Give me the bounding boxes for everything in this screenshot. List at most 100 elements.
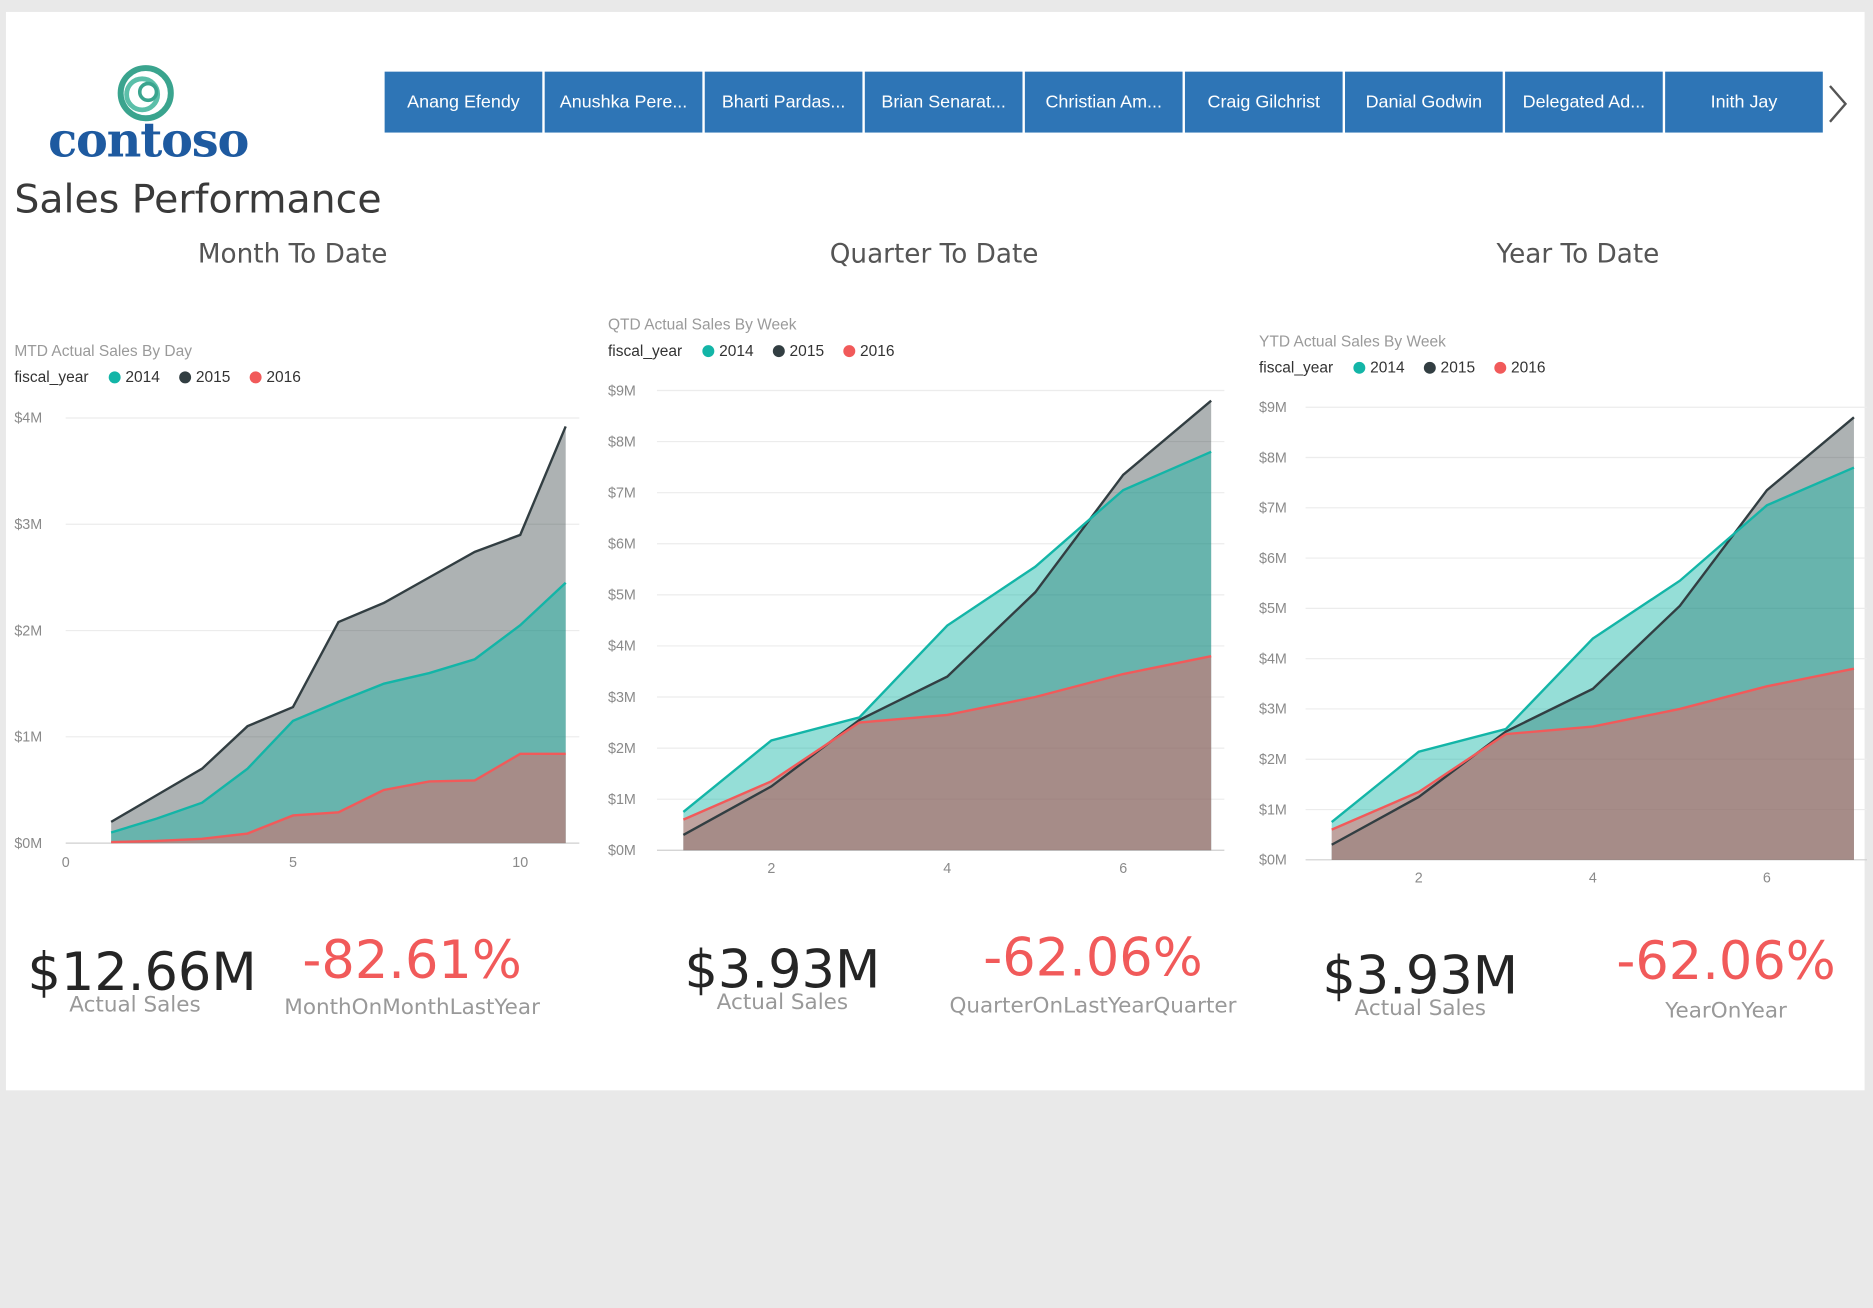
- section-title-ytd: Year To Date: [1496, 240, 1660, 270]
- legend-label-2016[interactable]: 2016: [860, 343, 895, 360]
- y-tick-label: $1M: [14, 730, 42, 746]
- chart-title: QTD Actual Sales By Week: [608, 317, 797, 334]
- y-tick-label: $1M: [608, 792, 636, 808]
- line-2015: [1331, 416, 1855, 846]
- qtd-change-value: -62.06%: [983, 927, 1203, 989]
- y-tick-label: $4M: [608, 639, 636, 655]
- legend-label-2016[interactable]: 2016: [1511, 360, 1546, 377]
- legend-title: fiscal_year: [1259, 360, 1333, 377]
- legend-marker-2016: [1494, 361, 1507, 374]
- x-tick-label: 4: [1589, 871, 1597, 887]
- qtd-actual-sales-label: Actual Sales: [716, 989, 849, 1016]
- legend-label-2015[interactable]: 2015: [196, 369, 231, 386]
- y-tick-label: $2M: [608, 741, 636, 757]
- ytd-actual-sales-value: $3.93M: [1322, 945, 1519, 1007]
- logo-wordmark: contoso: [48, 112, 249, 169]
- legend-marker-2014: [108, 371, 121, 384]
- contoso-logo: contoso: [45, 55, 250, 174]
- tab-bharti-pardas[interactable]: Bharti Pardas...: [704, 71, 863, 133]
- y-tick-label: $2M: [14, 623, 42, 639]
- area-2015: [1331, 417, 1854, 860]
- y-tick-label: $2M: [1259, 752, 1287, 768]
- area-2015: [683, 400, 1212, 851]
- line-2015: [110, 426, 567, 823]
- section-title-mtd: Month To Date: [197, 240, 388, 270]
- legend-marker-2015: [772, 345, 785, 358]
- qtd-sales-area-chart: $0M $1M $2M $3M $4M $5M $6M $7M $8M $9M 2 4 6 QTD Act…: [608, 317, 1225, 877]
- legend-marker-2015: [1423, 361, 1436, 374]
- tab-anushka-pere[interactable]: Anushka Pere...: [544, 71, 703, 133]
- mtd-change-label: MonthOnMonthLastYear: [284, 994, 540, 1020]
- y-tick-label: $7M: [608, 485, 636, 501]
- legend-marker-2014: [1353, 361, 1366, 374]
- line-2014: [110, 581, 567, 834]
- y-tick-label: $4M: [14, 411, 42, 427]
- legend-label-2014[interactable]: 2014: [719, 343, 754, 360]
- y-tick-label: $5M: [1259, 601, 1287, 617]
- x-tick-label: 5: [289, 855, 297, 871]
- tab-christian-am[interactable]: Christian Am...: [1024, 71, 1183, 133]
- legend-title: fiscal_year: [14, 369, 88, 386]
- legend-label-2014[interactable]: 2014: [1370, 360, 1405, 377]
- tab-anang-efendy[interactable]: Anang Efendy: [384, 71, 543, 133]
- ytd-actual-sales-label: Actual Sales: [1354, 995, 1486, 1022]
- ytd-sales-area-chart: $0M $1M $2M $3M $4M $5M $6M $7M $8M $9M 2 4 6 YTD Act…: [1259, 333, 1868, 887]
- section-title-qtd: Quarter To Date: [829, 240, 1039, 270]
- logo-rings-icon: [117, 65, 174, 122]
- report-page: contoso Anang Efendy Anushka Pere... Bhart…: [5, 11, 1868, 1091]
- mtd-actual-sales-value: $12.66M: [27, 942, 257, 1004]
- legend-label-2016[interactable]: 2016: [266, 369, 301, 386]
- tab-inith-jay[interactable]: Inith Jay: [1665, 71, 1823, 133]
- legend-marker-2016: [843, 345, 856, 358]
- x-tick-label: 2: [1415, 871, 1423, 887]
- legend-label-2014[interactable]: 2014: [125, 369, 160, 386]
- y-tick-label: $8M: [608, 434, 636, 450]
- y-tick-label: $6M: [608, 537, 636, 553]
- area-2016: [111, 753, 566, 844]
- y-tick-label: $8M: [1259, 450, 1287, 466]
- y-tick-label: $1M: [1259, 802, 1287, 818]
- legend-label-2015[interactable]: 2015: [1441, 360, 1476, 377]
- legend-title: fiscal_year: [608, 343, 682, 360]
- mtd-actual-sales-label: Actual Sales: [69, 992, 201, 1018]
- legend-marker-2016: [249, 371, 262, 384]
- y-tick-label: $3M: [1259, 702, 1287, 718]
- legend-marker-2015: [179, 371, 192, 384]
- x-tick-label: 2: [767, 861, 775, 877]
- tab-brian-senarat[interactable]: Brian Senarat...: [864, 71, 1023, 133]
- mtd-sales-area-chart: $0M $1M $2M $3M $4M 0 5 10 MTD Actual Sales By D…: [14, 343, 580, 871]
- y-tick-label: $0M: [14, 836, 42, 852]
- y-tick-label: $0M: [608, 843, 636, 859]
- page-title: Sales Performance: [14, 175, 382, 223]
- y-tick-label: $7M: [1259, 501, 1287, 517]
- line-2016: [1331, 667, 1855, 831]
- x-tick-label: 6: [1763, 871, 1771, 887]
- area-2015: [111, 426, 566, 844]
- line-2014: [1330, 466, 1855, 824]
- y-tick-label: $5M: [608, 588, 636, 604]
- chevron-right-icon[interactable]: [1823, 80, 1852, 128]
- x-tick-label: 6: [1119, 861, 1127, 877]
- qtd-change-label: QuarterOnLastYearQuarter: [949, 993, 1237, 1019]
- area-2016: [1331, 668, 1854, 860]
- x-tick-label: 4: [943, 861, 951, 877]
- legend-label-2015[interactable]: 2015: [790, 343, 825, 360]
- x-tick-label: 10: [512, 855, 528, 871]
- mtd-change-value: -82.61%: [302, 930, 522, 992]
- y-tick-label: $3M: [608, 690, 636, 706]
- legend-marker-2014: [702, 345, 715, 358]
- qtd-actual-sales-value: $3.93M: [684, 939, 881, 1001]
- y-tick-label: $6M: [1259, 551, 1287, 567]
- y-tick-label: $0M: [1259, 853, 1287, 869]
- tab-danial-godwin[interactable]: Danial Godwin: [1345, 71, 1503, 133]
- tab-delegated-ad[interactable]: Delegated Ad...: [1505, 71, 1663, 133]
- y-tick-label: $3M: [14, 517, 42, 533]
- tab-craig-gilchrist[interactable]: Craig Gilchrist: [1184, 71, 1343, 133]
- line-2014: [682, 450, 1212, 813]
- line-2016: [111, 752, 566, 844]
- ytd-change-label: YearOnYear: [1665, 998, 1787, 1024]
- y-tick-label: $9M: [1259, 400, 1287, 416]
- chart-title: MTD Actual Sales By Day: [14, 343, 192, 360]
- area-2014: [111, 582, 566, 844]
- area-2016: [683, 656, 1212, 851]
